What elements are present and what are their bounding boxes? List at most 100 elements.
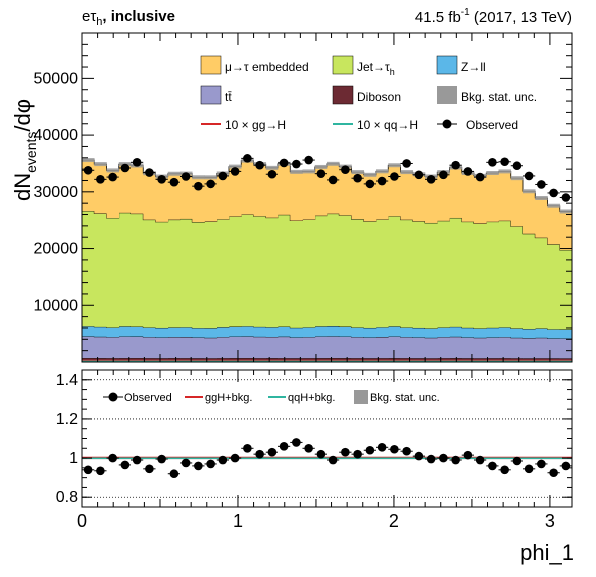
legend-ratio: Observed ggH+bkg. qqH+bkg. Bkg. stat. un… bbox=[103, 390, 440, 404]
ratio-point-37 bbox=[537, 460, 546, 469]
bar-zll-10 bbox=[205, 328, 218, 338]
ratio-point-8 bbox=[182, 459, 191, 468]
bar-ttbar-19 bbox=[315, 337, 328, 359]
bar-jet-27 bbox=[413, 221, 426, 328]
ratio-legend-label-unc: Bkg. stat. unc. bbox=[370, 392, 440, 404]
channel-title: eτh, inclusive bbox=[82, 8, 175, 28]
bar-embedded-27 bbox=[413, 174, 426, 221]
bar-zll-20 bbox=[327, 326, 340, 336]
observed-point-23 bbox=[366, 180, 375, 189]
bar-embedded-32 bbox=[474, 176, 487, 224]
observed-point-34 bbox=[500, 157, 509, 166]
bar-embedded-20 bbox=[327, 164, 340, 214]
bar-jet-1 bbox=[94, 213, 107, 326]
bar-ttbar-33 bbox=[486, 338, 499, 359]
unc-band-20 bbox=[327, 162, 340, 166]
observed-point-8 bbox=[182, 172, 191, 181]
bar-jet-38 bbox=[548, 244, 561, 329]
bar-embedded-35 bbox=[511, 178, 524, 226]
ratio-point-33 bbox=[488, 462, 497, 471]
observed-point-25 bbox=[390, 172, 399, 181]
observed-point-16 bbox=[280, 159, 289, 168]
bar-ttbar-13 bbox=[241, 336, 254, 358]
bar-zll-18 bbox=[303, 327, 316, 337]
bar-ttbar-11 bbox=[217, 337, 230, 358]
bar-embedded-16 bbox=[278, 164, 291, 215]
legend-label-ttbar: tt̄ bbox=[225, 90, 232, 104]
bar-embedded-11 bbox=[217, 173, 230, 219]
observed-point-33 bbox=[488, 158, 497, 167]
observed-point-27 bbox=[415, 171, 424, 180]
stack-bars bbox=[82, 160, 572, 362]
ratio-point-17 bbox=[292, 438, 301, 447]
bar-zll-34 bbox=[499, 327, 512, 337]
bar-ttbar-34 bbox=[499, 337, 512, 358]
ratio-point-9 bbox=[194, 462, 203, 471]
bar-zll-14 bbox=[254, 327, 267, 337]
ratio-legend-label-ggh: ggH+bkg. bbox=[205, 392, 252, 404]
ratio-point-25 bbox=[390, 445, 399, 454]
unc-band-25 bbox=[388, 163, 401, 167]
bar-zll-26 bbox=[401, 328, 414, 338]
bar-zll-3 bbox=[119, 326, 132, 336]
y-label-tail: /dφ bbox=[10, 99, 35, 132]
ratio-xtick-label-0: 0 bbox=[77, 511, 87, 531]
bar-embedded-18 bbox=[303, 171, 316, 219]
bar-jet-34 bbox=[499, 221, 512, 328]
bar-zll-33 bbox=[486, 328, 499, 338]
legend-label-diboson: Diboson bbox=[357, 90, 401, 104]
bar-zll-23 bbox=[364, 328, 377, 338]
bar-zll-16 bbox=[278, 327, 291, 337]
observed-point-5 bbox=[145, 168, 154, 177]
ratio-point-3 bbox=[121, 461, 130, 470]
y-label-sub: events bbox=[23, 132, 39, 173]
bar-jet-23 bbox=[364, 221, 377, 328]
observed-point-4 bbox=[133, 158, 142, 167]
observed-point-11 bbox=[219, 172, 228, 181]
unc-band-15 bbox=[266, 166, 279, 170]
bar-jet-28 bbox=[425, 223, 438, 329]
unc-band-10 bbox=[205, 175, 218, 179]
bar-zll-25 bbox=[388, 326, 401, 336]
bar-zll-22 bbox=[352, 328, 365, 338]
bar-embedded-38 bbox=[548, 206, 561, 245]
legend-label-zll: Z→ll bbox=[461, 60, 486, 74]
bar-zll-24 bbox=[376, 327, 389, 337]
bar-embedded-34 bbox=[499, 171, 512, 220]
ratio-point-2 bbox=[108, 454, 117, 463]
y-axis-label: dNevents/dφ bbox=[10, 99, 39, 201]
legend-label-observed: Observed bbox=[466, 118, 518, 132]
ratio-point-34 bbox=[500, 466, 509, 475]
ratio-point-12 bbox=[231, 454, 240, 463]
bar-ttbar-39 bbox=[560, 339, 573, 359]
ratio-legend-label-observed: Observed bbox=[124, 392, 172, 404]
main-ytick-label-1: 20000 bbox=[34, 241, 79, 258]
unc-band-18 bbox=[303, 169, 316, 173]
observed-point-19 bbox=[317, 169, 326, 178]
bar-ttbar-26 bbox=[401, 337, 414, 358]
observed-point-10 bbox=[206, 180, 215, 189]
ratio-frame bbox=[82, 370, 572, 507]
observed-point-17 bbox=[292, 160, 301, 169]
bar-ttbar-1 bbox=[94, 337, 107, 358]
ratio-point-14 bbox=[255, 450, 264, 459]
bar-embedded-5 bbox=[143, 173, 156, 220]
bar-embedded-4 bbox=[131, 166, 144, 214]
unc-band-17 bbox=[290, 170, 303, 174]
ratio-point-15 bbox=[268, 448, 277, 457]
ratio-point-35 bbox=[513, 457, 522, 466]
channel-suffix: , inclusive bbox=[102, 8, 175, 25]
channel-prefix: eτ bbox=[82, 8, 96, 25]
legend-jet-sub: h bbox=[390, 67, 395, 77]
ratio-point-4 bbox=[133, 456, 142, 465]
bar-embedded-14 bbox=[254, 164, 267, 216]
lumi-suffix: (2017, 13 TeV) bbox=[470, 9, 572, 26]
bar-jet-20 bbox=[327, 214, 340, 326]
ratio-point-23 bbox=[366, 446, 375, 455]
bar-ttbar-17 bbox=[290, 338, 303, 359]
legend-jet-prefix: Jet→τ bbox=[357, 60, 390, 74]
bar-jet-18 bbox=[303, 220, 316, 328]
ratio-point-31 bbox=[464, 451, 473, 460]
bar-zll-4 bbox=[131, 327, 144, 337]
bar-zll-12 bbox=[229, 327, 242, 337]
